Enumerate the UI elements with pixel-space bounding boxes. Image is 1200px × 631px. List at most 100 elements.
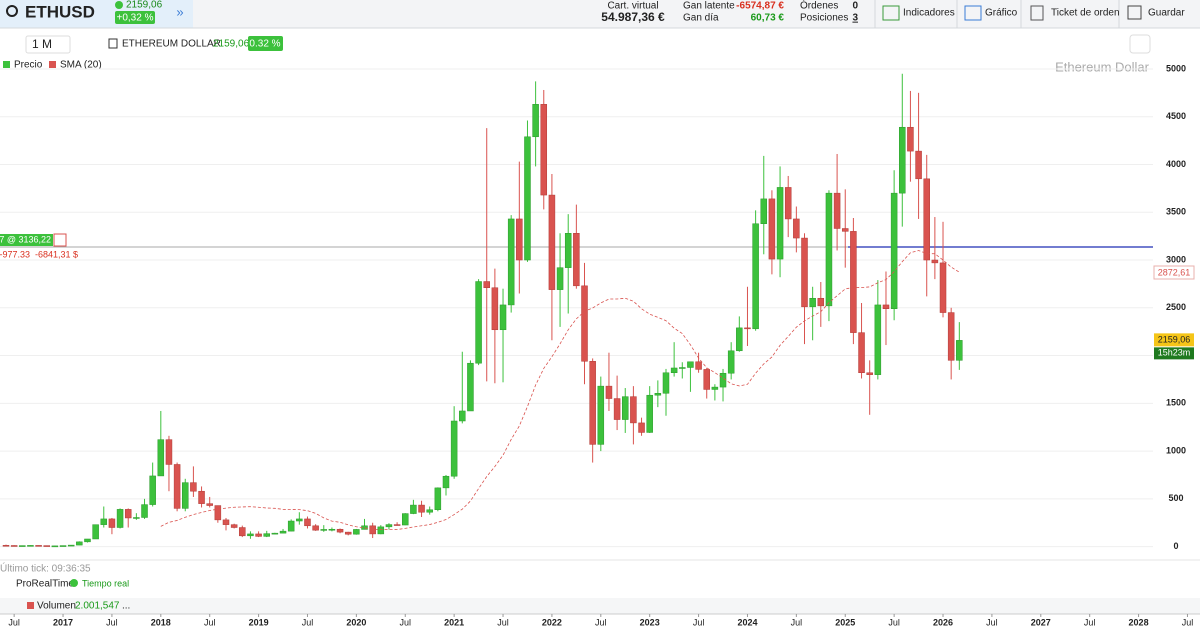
- candle-body: [410, 504, 417, 514]
- candle-body: [19, 545, 26, 547]
- x-tick-label: Jul: [8, 617, 20, 627]
- value[interactable]: 3: [852, 13, 858, 24]
- value: 60,73 €: [751, 13, 785, 24]
- x-tick-label: 2019: [249, 617, 269, 627]
- candle-body: [833, 192, 841, 229]
- candle-body: [915, 150, 922, 180]
- candle-body: [43, 545, 50, 547]
- candle-body: [51, 545, 59, 548]
- sma-badge: [1153, 265, 1195, 280]
- candle-body: [841, 228, 849, 232]
- x-tick-label: 2026: [933, 617, 953, 627]
- x-tick-label: 2028: [1129, 617, 1149, 627]
- expand[interactable]: »: [176, 4, 183, 19]
- candle-body: [784, 187, 792, 220]
- x-tick-label: 2022: [542, 617, 562, 627]
- candle-body: [899, 126, 906, 194]
- candle-body: [907, 126, 914, 152]
- order-button[interactable]: Ticket de orden: [1051, 8, 1120, 19]
- candle-body: [10, 545, 18, 547]
- candle-body: [230, 524, 238, 528]
- volume-value: 2.001,547: [75, 601, 120, 612]
- last-price-badge: [1154, 333, 1194, 347]
- candle-body: [939, 262, 947, 313]
- x-tick-label: Jul: [888, 617, 900, 627]
- plot: [0, 68, 1153, 548]
- price: 2159,06: [126, 0, 163, 11]
- candle-body: [263, 533, 270, 537]
- top-bar: [0, 0, 1200, 28]
- candle-body: [336, 528, 344, 533]
- change: +0,32 %: [117, 13, 154, 24]
- close-position[interactable]: [53, 233, 67, 247]
- candle-body: [35, 545, 42, 547]
- value: 0: [852, 1, 858, 12]
- candle-body: [157, 439, 165, 477]
- candle-body: [247, 533, 254, 537]
- period[interactable]: 1 M: [32, 37, 52, 51]
- candle-body: [499, 304, 507, 331]
- symbol[interactable]: ETHUSD: [25, 2, 95, 21]
- candle-body: [483, 281, 490, 288]
- x-tick-label: Jul: [791, 617, 803, 627]
- x-tick-label: 2027: [1031, 617, 1051, 627]
- countdown-badge: [1154, 347, 1194, 360]
- candle-body: [793, 218, 800, 239]
- candle-body: [556, 267, 564, 290]
- candle-body: [687, 361, 694, 368]
- last-tick: Último tick: 09:36:35: [0, 562, 91, 575]
- candle-body: [850, 231, 857, 333]
- candle-body: [100, 518, 108, 525]
- candle-body: [956, 340, 963, 361]
- x-tick-label: Jul: [1182, 617, 1194, 627]
- more[interactable]: ...: [122, 601, 130, 612]
- change-badge: [115, 11, 155, 24]
- last-price: 2159,06: [1158, 335, 1191, 345]
- y-tick-label: 1500: [1166, 398, 1186, 408]
- candle-body: [524, 136, 531, 261]
- candle-body: [858, 332, 865, 374]
- x-tick-label: Jul: [497, 617, 509, 627]
- x-tick-label: 2017: [53, 617, 73, 627]
- indicators-button[interactable]: Indicadores: [903, 8, 955, 19]
- candle-body: [459, 410, 466, 422]
- volume-label: Volumen: [37, 601, 76, 612]
- candle-body: [116, 509, 124, 528]
- instrument: ETHEREUM DOLLAR: [122, 39, 221, 50]
- save-button[interactable]: Guardar: [1148, 8, 1185, 19]
- candle-body: [589, 361, 596, 445]
- candle-body: [548, 194, 556, 290]
- x-tick-label: Jul: [1084, 617, 1096, 627]
- candle-body: [475, 281, 482, 364]
- tool-button[interactable]: [1129, 34, 1151, 54]
- x-tick-label: Jul: [693, 617, 705, 627]
- label: Gan latente: [683, 1, 735, 12]
- candle-body: [638, 422, 645, 433]
- y-tick-label: 4000: [1166, 159, 1186, 169]
- label: Órdenes: [800, 0, 838, 12]
- candle-body: [736, 327, 743, 352]
- toolbar-change: 0.32 %: [249, 39, 280, 50]
- candle-body: [198, 490, 205, 504]
- candle-body: [817, 297, 825, 307]
- y-tick-label: 3500: [1166, 207, 1186, 217]
- candle-body: [124, 509, 132, 519]
- candle-body: [304, 518, 311, 527]
- panel-bar: [0, 598, 1200, 614]
- x-tick-label: Jul: [204, 617, 216, 627]
- y-tick-label: 5000: [1166, 63, 1186, 73]
- value: 54.987,36 €: [601, 10, 665, 24]
- legend-swatch: [49, 61, 56, 68]
- position-badge: [0, 234, 53, 247]
- x-tick-label: Jul: [986, 617, 998, 627]
- candle-body: [312, 525, 319, 531]
- search-icon[interactable]: [6, 5, 18, 17]
- info-icon[interactable]: [108, 38, 118, 49]
- x-tick-label: 2020: [346, 617, 366, 627]
- period-select[interactable]: [25, 35, 71, 54]
- candle-body: [621, 396, 629, 420]
- candle-body: [296, 518, 303, 522]
- chart-button[interactable]: Gráfico: [985, 8, 1018, 19]
- buttons: [874, 0, 1142, 28]
